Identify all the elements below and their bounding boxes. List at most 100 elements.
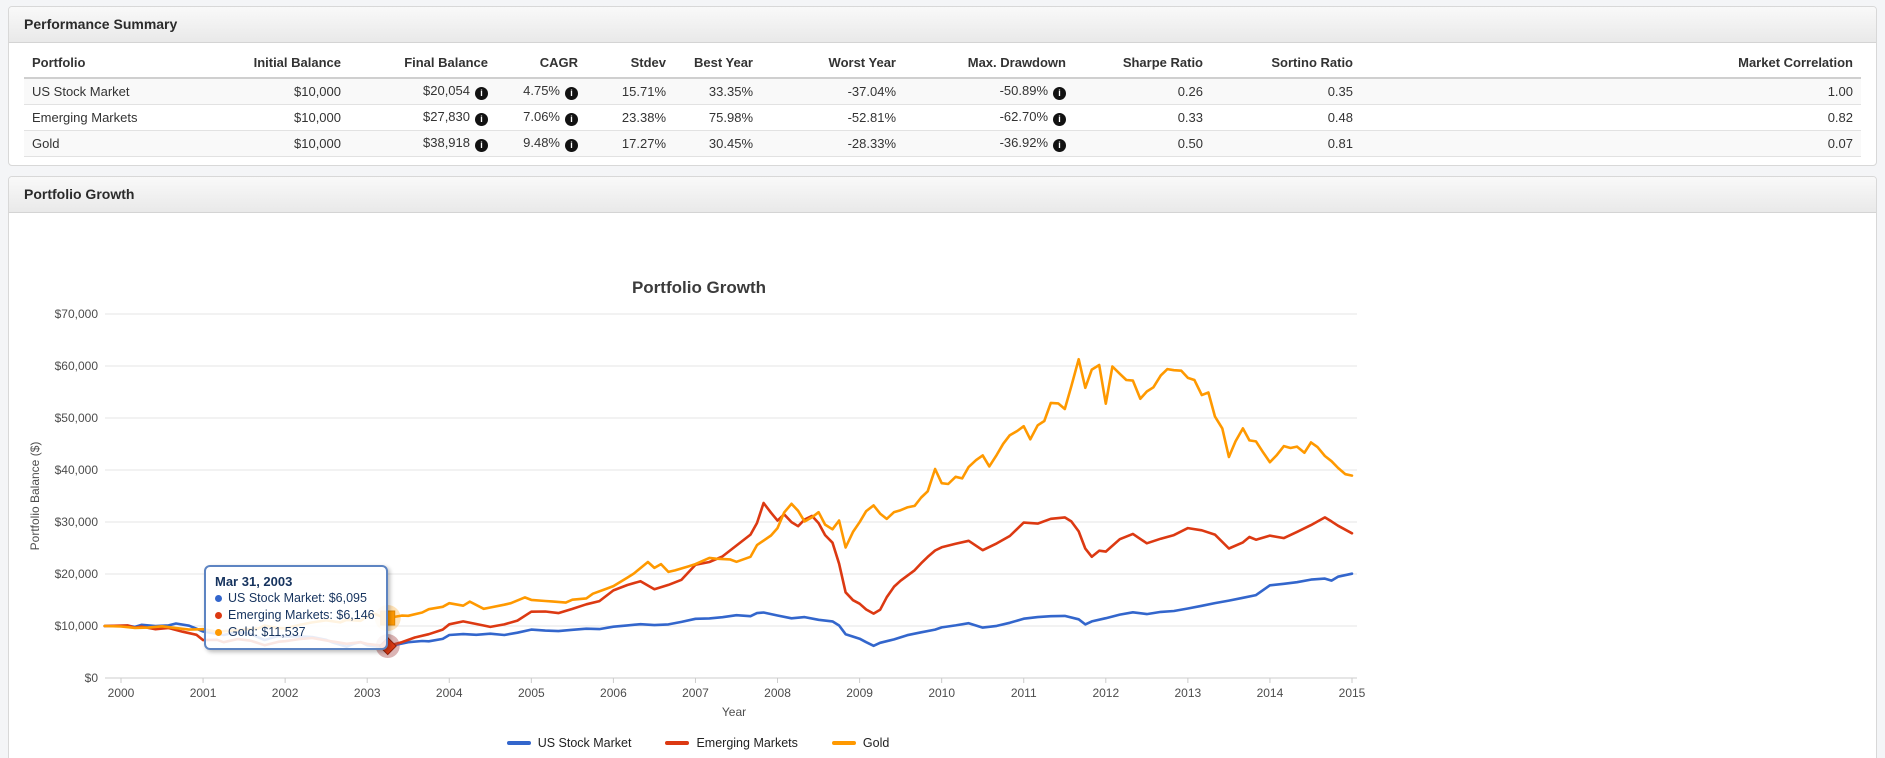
sortino-ratio-value: 0.48 [1327,110,1353,125]
column-header-cagr: CAGR [539,55,578,70]
market-correlation-value: 0.82 [1827,110,1853,125]
portfolio-name: Gold [32,136,60,151]
initial-balance-value: $10,000 [294,84,341,99]
info-icon[interactable]: i [475,87,488,100]
market-correlation-value: 0.07 [1827,136,1853,151]
x-tick-label: 2013 [1175,686,1202,700]
series-bullet-icon [215,612,222,619]
portfolio-growth-title: Portfolio Growth [24,186,135,202]
column-header-max-drawdown: Max. Drawdown [967,55,1066,70]
performance-summary-body: Portfolio Initial Balance Final Balance … [9,43,1876,157]
legend-swatch-icon [665,741,690,745]
y-tick-label: $10,000 [55,619,99,633]
legend-label: US Stock Market [537,736,632,750]
column-header-best-year: Best Year [693,55,753,70]
series-bullet-icon [215,595,222,602]
legend-item-emerging-markets: Emerging Markets [665,736,798,750]
worst-year-value: -52.81% [847,110,896,125]
stdev-value: 23.38% [621,110,666,125]
portfolio-growth-body: $0 $10,000 $20,000 $30,000 $40,000 $50,000 $60… [9,213,1876,758]
column-header-initial-balance: Initial Balance [253,55,341,70]
x-tick-label: 2002 [272,686,299,700]
legend-item-us-stock-market: US Stock Market [506,736,632,750]
y-tick-label: $40,000 [55,463,99,477]
portfolio-growth-chart[interactable]: $0 $10,000 $20,000 $30,000 $40,000 $50,000 $60… [9,213,1449,758]
chart-title: Portfolio Growth [632,278,766,297]
portfolio-name: US Stock Market [32,84,130,99]
performance-summary-table: Portfolio Initial Balance Final Balance … [24,49,1861,157]
max-drawdown-value: -36.92% i [904,131,1074,157]
sharpe-ratio-value: 0.26 [1177,84,1203,99]
sortino-ratio-value: 0.81 [1327,136,1353,151]
tooltip-item: Gold: $11,537 [215,624,375,641]
legend-label: Gold [862,736,890,750]
final-balance-value: $27,830 i [349,105,496,131]
x-tick-label: 2015 [1339,686,1366,700]
stdev-value: 15.71% [621,84,666,99]
x-tick-label: 2006 [600,686,627,700]
series-bullet-icon [215,629,222,636]
column-header-final-balance: Final Balance [404,55,488,70]
info-icon[interactable]: i [565,113,578,126]
sharpe-ratio-value: 0.33 [1177,110,1203,125]
x-tick-label: 2001 [190,686,217,700]
y-tick-label: $30,000 [55,515,99,529]
x-axis-title: Year [722,705,746,719]
column-header-sharpe-ratio: Sharpe Ratio [1122,55,1203,70]
chart-tooltip: Mar 31, 2003 US Stock Market: $6,095 Eme… [204,565,388,650]
chart-legend: US Stock Market Emerging Markets Gold [9,736,1387,750]
info-icon[interactable]: i [565,87,578,100]
legend-label: Emerging Markets [696,736,798,750]
final-balance-value: $20,054 i [349,78,496,105]
x-tick-label: 2004 [436,686,463,700]
column-header-sortino-ratio: Sortino Ratio [1271,55,1353,70]
portfolio-growth-header: Portfolio Growth [9,177,1876,213]
portfolio-growth-panel: Portfolio Growth $0 $10,000 $20,000 $30,000… [8,176,1877,758]
cagr-value: 9.48% i [496,131,586,157]
market-correlation-value: 1.00 [1827,84,1853,99]
info-icon[interactable]: i [1053,113,1066,126]
cagr-value: 4.75% i [496,78,586,105]
sortino-ratio-value: 0.35 [1327,84,1353,99]
column-header-portfolio: Portfolio [32,55,86,70]
best-year-value: 75.98% [708,110,753,125]
legend-swatch-icon [506,741,531,745]
info-icon[interactable]: i [565,139,578,152]
info-icon[interactable]: i [475,113,488,126]
x-tick-label: 2000 [108,686,135,700]
table-row: Gold $10,000 $38,918 i 9.48% i 17.27% 30.4… [24,130,1861,157]
x-tick-label: 2011 [1011,686,1037,700]
tooltip-item: Emerging Markets: $6,146 [215,607,375,624]
x-tick-label: 2007 [682,686,709,700]
tooltip-date: Mar 31, 2003 [215,574,293,589]
best-year-value: 33.35% [708,84,753,99]
initial-balance-value: $10,000 [294,136,341,151]
x-tick-label: 2012 [1092,686,1119,700]
table-header-row: Portfolio Initial Balance Final Balance … [24,49,1861,78]
best-year-value: 30.45% [708,136,753,151]
portfolio-name: Emerging Markets [32,110,138,125]
table-row: Emerging Markets $10,000 $27,830 i 7.06% i… [24,105,1861,131]
x-tick-label: 2008 [764,686,791,700]
info-icon[interactable]: i [1053,87,1066,100]
performance-summary-header: Performance Summary [9,7,1876,43]
table-row: US Stock Market $10,000 $20,054 i 4.75% i … [24,78,1861,105]
x-tick-label: 2009 [846,686,873,700]
stdev-value: 17.27% [621,136,666,151]
x-tick-label: 2005 [518,686,545,700]
column-header-market-correlation: Market Correlation [1738,55,1853,70]
max-drawdown-value: -50.89% i [904,78,1074,105]
y-tick-label: $0 [85,671,99,685]
y-tick-label: $50,000 [55,411,99,425]
y-tick-label: $20,000 [55,567,99,581]
info-icon[interactable]: i [1053,139,1066,152]
y-tick-label: $70,000 [55,307,99,321]
cagr-value: 7.06% i [496,105,586,131]
sharpe-ratio-value: 0.50 [1177,136,1203,151]
column-header-worst-year: Worst Year [828,55,896,70]
y-tick-label: $60,000 [55,359,99,373]
info-icon[interactable]: i [475,139,488,152]
tooltip-item: US Stock Market: $6,095 [215,590,375,607]
performance-summary-title: Performance Summary [24,16,178,32]
